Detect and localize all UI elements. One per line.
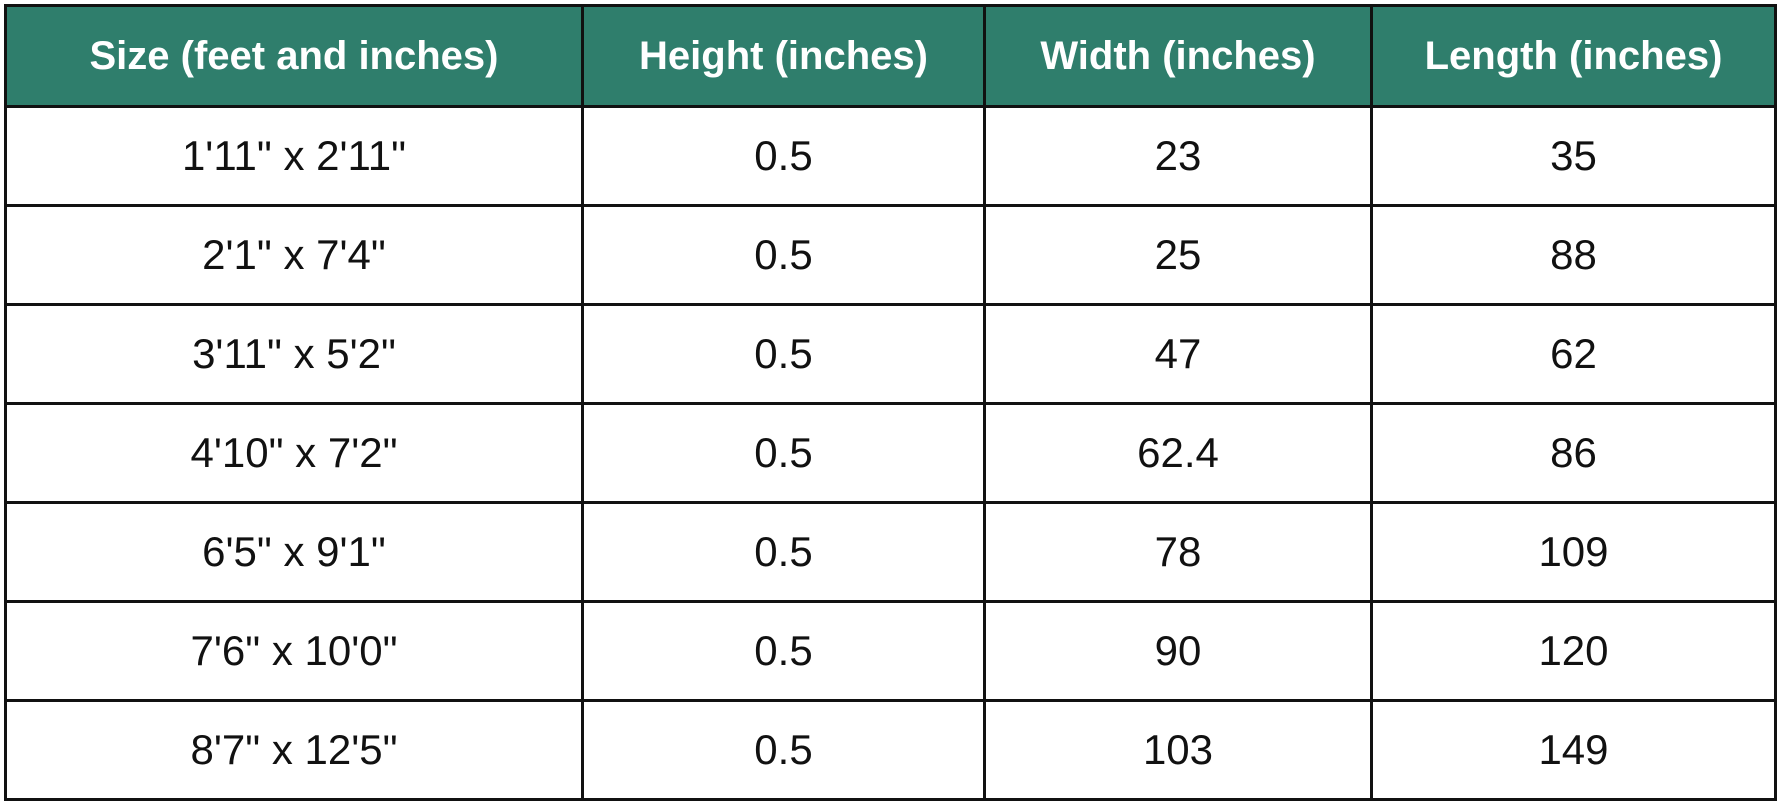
table-cell: 78 <box>983 501 1373 603</box>
table-cell: 0.5 <box>581 699 986 801</box>
table-cell: 0.5 <box>581 105 986 207</box>
table-header: Size (feet and inches) Height (inches) Wid… <box>4 4 1777 108</box>
table-row: 8'7" x 12'5" 0.5 103 149 <box>4 699 1777 801</box>
table-cell: 88 <box>1370 204 1777 306</box>
table-body: 1'11" x 2'11" 0.5 23 35 2'1" x 7'4" 0.5 25 88 3'… <box>4 105 1777 801</box>
table-cell: 3'11" x 5'2" <box>4 303 584 405</box>
table-cell: 35 <box>1370 105 1777 207</box>
table-cell: 0.5 <box>581 204 986 306</box>
table-cell: 25 <box>983 204 1373 306</box>
table-cell: 86 <box>1370 402 1777 504</box>
table-cell: 47 <box>983 303 1373 405</box>
table-cell: 6'5" x 9'1" <box>4 501 584 603</box>
table-cell: 0.5 <box>581 501 986 603</box>
table-row: 1'11" x 2'11" 0.5 23 35 <box>4 105 1777 207</box>
table-cell: 4'10" x 7'2" <box>4 402 584 504</box>
table-cell: 0.5 <box>581 600 986 702</box>
table-cell: 8'7" x 12'5" <box>4 699 584 801</box>
header-cell: Size (feet and inches) <box>4 4 584 108</box>
table-cell: 62.4 <box>983 402 1373 504</box>
table-cell: 103 <box>983 699 1373 801</box>
table-row: 2'1" x 7'4" 0.5 25 88 <box>4 204 1777 306</box>
header-cell: Height (inches) <box>581 4 986 108</box>
table-cell: 62 <box>1370 303 1777 405</box>
table-cell: 7'6" x 10'0" <box>4 600 584 702</box>
table-container: Size (feet and inches) Height (inches) Wid… <box>4 4 1777 801</box>
table-row: 6'5" x 9'1" 0.5 78 109 <box>4 501 1777 603</box>
table-cell: 90 <box>983 600 1373 702</box>
table-row: 7'6" x 10'0" 0.5 90 120 <box>4 600 1777 702</box>
table-cell: 120 <box>1370 600 1777 702</box>
header-cell: Width (inches) <box>983 4 1373 108</box>
table-row: 3'11" x 5'2" 0.5 47 62 <box>4 303 1777 405</box>
table-cell: 23 <box>983 105 1373 207</box>
header-row: Size (feet and inches) Height (inches) Wid… <box>4 4 1777 108</box>
table-cell: 0.5 <box>581 402 986 504</box>
table-cell: 0.5 <box>581 303 986 405</box>
header-cell: Length (inches) <box>1370 4 1777 108</box>
size-table: Size (feet and inches) Height (inches) Wid… <box>4 4 1777 801</box>
table-row: 4'10" x 7'2" 0.5 62.4 86 <box>4 402 1777 504</box>
table-cell: 1'11" x 2'11" <box>4 105 584 207</box>
table-cell: 109 <box>1370 501 1777 603</box>
table-cell: 2'1" x 7'4" <box>4 204 584 306</box>
table-cell: 149 <box>1370 699 1777 801</box>
